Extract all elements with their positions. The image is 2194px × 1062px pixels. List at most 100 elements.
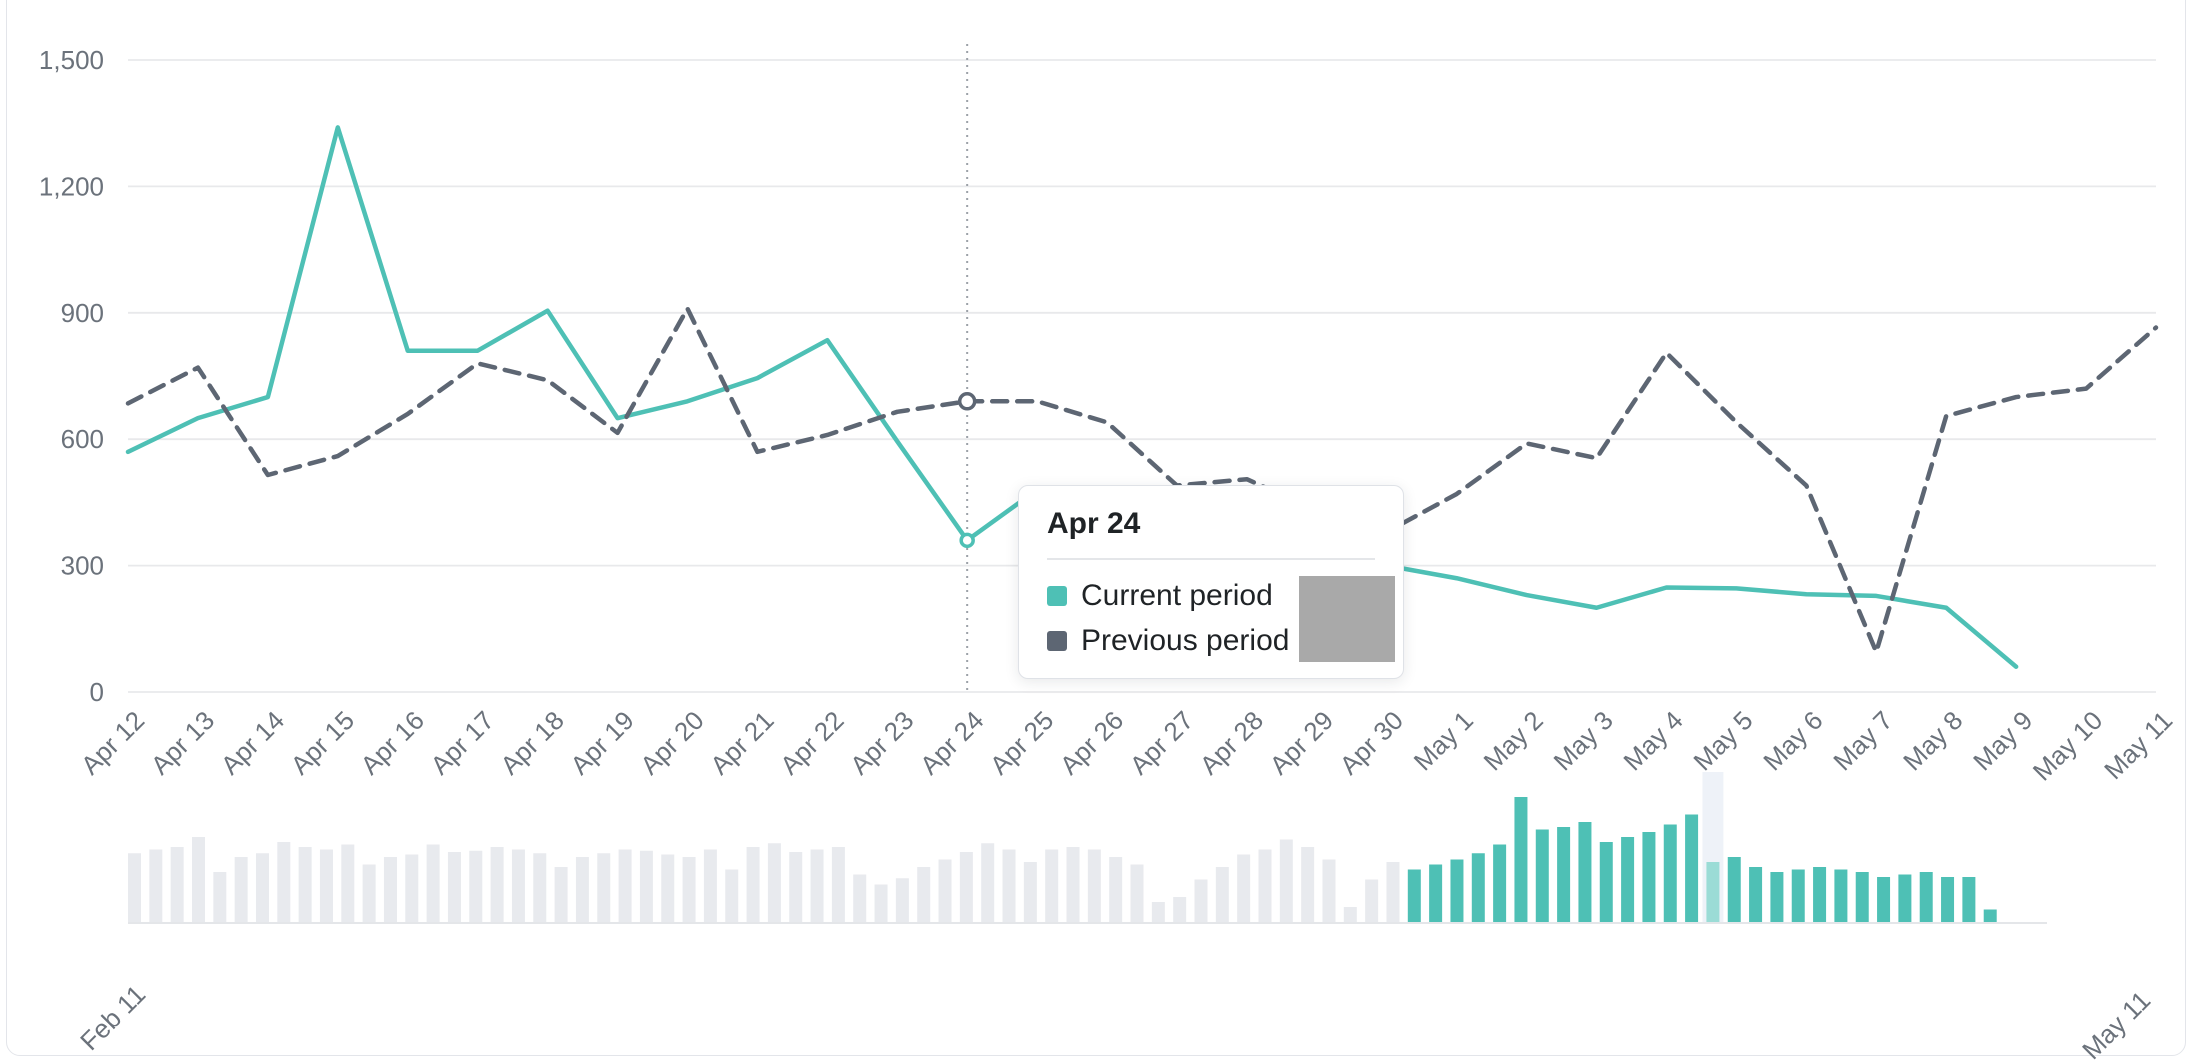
range-bar[interactable]	[469, 850, 483, 922]
range-bar[interactable]	[213, 872, 227, 922]
range-bar[interactable]	[405, 854, 419, 923]
range-bar[interactable]	[1770, 872, 1784, 922]
range-bar[interactable]	[1685, 814, 1699, 923]
range-bar[interactable]	[1343, 907, 1357, 922]
range-bar[interactable]	[725, 869, 739, 923]
range-bar[interactable]	[1599, 842, 1613, 922]
range-bar[interactable]	[1450, 859, 1464, 923]
range-bar[interactable]	[575, 857, 589, 922]
range-bar[interactable]	[1727, 857, 1741, 922]
x-axis-label: Apr 27	[1124, 705, 1199, 780]
x-axis-label: Apr 16	[355, 705, 430, 780]
range-bar[interactable]	[1023, 862, 1037, 922]
range-bar[interactable]	[1642, 832, 1656, 922]
y-axis-label: 600	[61, 424, 104, 454]
range-bar[interactable]	[639, 850, 653, 922]
range-bar[interactable]	[1151, 902, 1165, 922]
range-bar[interactable]	[853, 874, 867, 923]
range-bar[interactable]	[1002, 849, 1016, 923]
range-bar[interactable]	[682, 857, 696, 922]
range-bar[interactable]	[917, 867, 931, 922]
range-bar[interactable]	[1557, 827, 1571, 922]
range-bar[interactable]	[1429, 864, 1443, 923]
range-bar[interactable]	[1813, 867, 1827, 922]
range-bar[interactable]	[618, 849, 632, 923]
range-bar[interactable]	[938, 859, 952, 923]
range-bar[interactable]	[1749, 867, 1763, 922]
x-axis-label: Apr 28	[1194, 705, 1269, 780]
range-bar[interactable]	[128, 853, 141, 922]
range-bar[interactable]	[383, 857, 397, 922]
range-bar[interactable]	[1322, 859, 1336, 923]
range-bar[interactable]	[1877, 877, 1891, 922]
x-axis-label: May 8	[1897, 705, 1968, 776]
range-bar[interactable]	[1898, 874, 1912, 923]
range-bar[interactable]	[511, 849, 525, 923]
range-bar[interactable]	[789, 852, 803, 922]
range-bar[interactable]	[767, 843, 781, 922]
range-bar[interactable]	[533, 853, 547, 922]
range-bar[interactable]	[191, 837, 205, 922]
range-bar[interactable]	[981, 843, 995, 922]
range-bar[interactable]	[149, 849, 163, 923]
range-bar[interactable]	[1919, 872, 1933, 922]
x-axis-label: Apr 20	[634, 705, 709, 780]
range-bar[interactable]	[298, 847, 312, 922]
range-bar[interactable]	[1834, 869, 1848, 923]
range-bar[interactable]	[1962, 877, 1976, 922]
range-bar[interactable]	[597, 853, 611, 922]
range-bar[interactable]	[1983, 909, 1997, 923]
range-bar[interactable]	[1045, 849, 1059, 923]
range-bar[interactable]	[1941, 877, 1955, 922]
range-bar[interactable]	[554, 867, 568, 922]
range-bar[interactable]	[831, 847, 845, 922]
range-bar[interactable]	[703, 849, 717, 923]
range-bar[interactable]	[1130, 864, 1144, 923]
range-bar[interactable]	[1471, 853, 1485, 922]
range-bar[interactable]	[447, 852, 461, 922]
range-bar[interactable]	[1087, 849, 1101, 923]
range-bar[interactable]	[1215, 867, 1229, 922]
range-bar[interactable]	[1173, 897, 1187, 922]
range-bar[interactable]	[895, 878, 909, 922]
tooltip-date: Apr 24	[1047, 507, 1141, 540]
range-bar[interactable]	[1621, 837, 1635, 922]
range-bar[interactable]	[362, 864, 376, 923]
range-bar[interactable]	[959, 852, 973, 922]
range-bar[interactable]	[810, 849, 824, 923]
range-bar[interactable]	[1109, 857, 1123, 922]
range-bar[interactable]	[255, 853, 269, 922]
range-bar[interactable]	[1578, 822, 1592, 922]
y-axis-label: 1,500	[39, 45, 104, 75]
range-bar[interactable]	[1258, 849, 1272, 923]
x-axis-label: Apr 24	[914, 705, 989, 780]
range-bar[interactable]	[1194, 879, 1208, 923]
range-bar[interactable]	[874, 884, 888, 923]
range-bar[interactable]	[1237, 854, 1251, 923]
x-axis-label: Apr 30	[1334, 705, 1409, 780]
range-bar[interactable]	[234, 857, 248, 922]
x-axis-label: Apr 19	[564, 705, 639, 780]
range-bar[interactable]	[1855, 872, 1869, 922]
range-bar[interactable]	[1386, 862, 1400, 922]
range-bar[interactable]	[1365, 879, 1379, 923]
range-bar[interactable]	[426, 844, 440, 923]
range-bar[interactable]	[1663, 824, 1677, 923]
range-bar[interactable]	[341, 844, 355, 923]
range-bar[interactable]	[1407, 869, 1421, 923]
range-bar[interactable]	[1706, 862, 1720, 922]
range-bar[interactable]	[1301, 847, 1315, 922]
range-bar[interactable]	[1493, 844, 1507, 923]
range-bar[interactable]	[746, 847, 760, 922]
range-bar[interactable]	[1066, 847, 1080, 922]
range-bar[interactable]	[1535, 829, 1549, 923]
range-bar[interactable]	[1514, 797, 1528, 922]
range-bar[interactable]	[277, 842, 291, 922]
range-bar[interactable]	[1279, 839, 1293, 923]
range-bar[interactable]	[1791, 869, 1805, 923]
range-bar[interactable]	[490, 847, 504, 922]
range-bar[interactable]	[661, 854, 675, 923]
range-bar[interactable]	[170, 847, 184, 922]
range-bar[interactable]	[319, 849, 333, 923]
